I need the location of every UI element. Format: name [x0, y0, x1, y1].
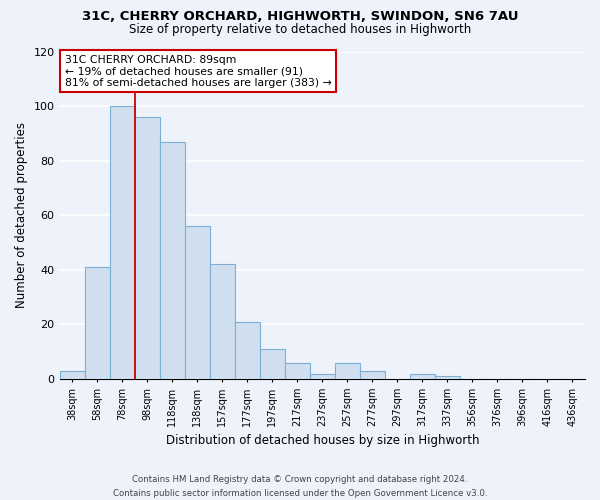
Bar — [160, 142, 185, 379]
Bar — [85, 267, 110, 379]
Text: Contains HM Land Registry data © Crown copyright and database right 2024.
Contai: Contains HM Land Registry data © Crown c… — [113, 476, 487, 498]
Bar — [134, 117, 160, 379]
X-axis label: Distribution of detached houses by size in Highworth: Distribution of detached houses by size … — [166, 434, 479, 448]
Text: 31C, CHERRY ORCHARD, HIGHWORTH, SWINDON, SN6 7AU: 31C, CHERRY ORCHARD, HIGHWORTH, SWINDON,… — [82, 10, 518, 23]
Bar — [235, 322, 260, 379]
Bar — [209, 264, 235, 379]
Text: Size of property relative to detached houses in Highworth: Size of property relative to detached ho… — [129, 22, 471, 36]
Bar — [335, 362, 360, 379]
Bar — [410, 374, 435, 379]
Bar — [59, 371, 85, 379]
Y-axis label: Number of detached properties: Number of detached properties — [15, 122, 28, 308]
Bar — [435, 376, 460, 379]
Bar — [285, 362, 310, 379]
Bar — [360, 371, 385, 379]
Text: 31C CHERRY ORCHARD: 89sqm
← 19% of detached houses are smaller (91)
81% of semi-: 31C CHERRY ORCHARD: 89sqm ← 19% of detac… — [65, 55, 332, 88]
Bar — [260, 349, 285, 379]
Bar — [310, 374, 335, 379]
Bar — [110, 106, 134, 379]
Bar — [185, 226, 209, 379]
